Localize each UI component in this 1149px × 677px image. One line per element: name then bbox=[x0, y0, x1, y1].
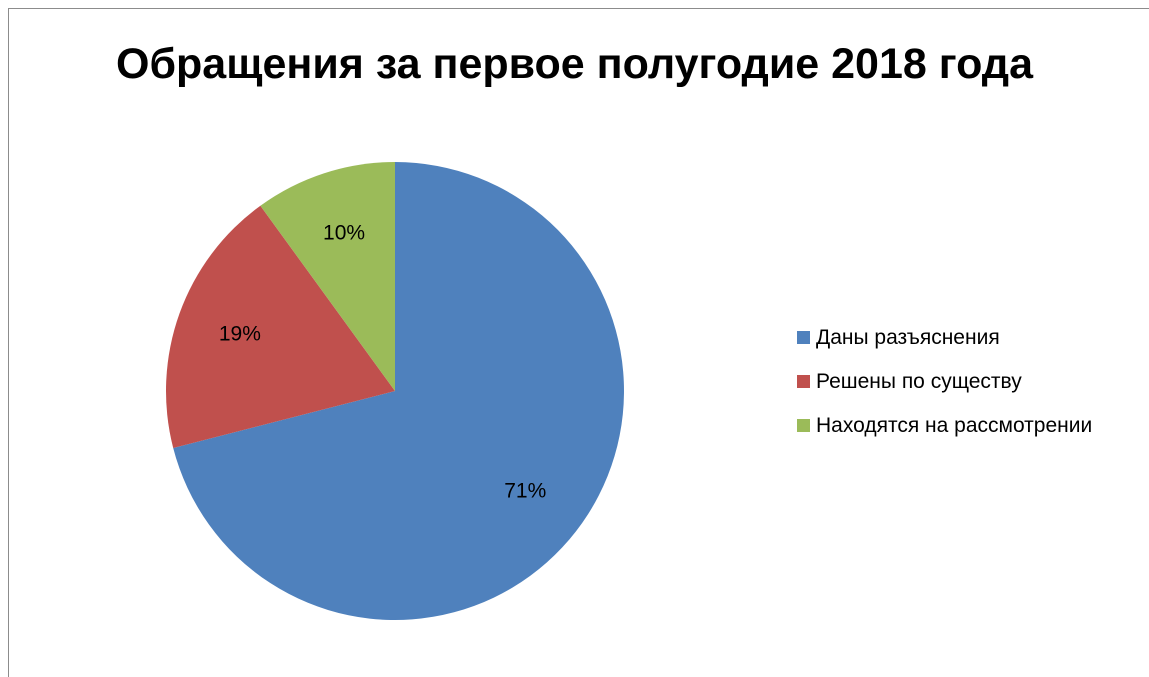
legend-label-explanations: Даны разъяснения bbox=[816, 325, 1000, 349]
legend-item-resolved: Решены по существу bbox=[797, 370, 1092, 393]
pie-slice-explanations bbox=[173, 162, 624, 620]
legend-item-under-review: Находятся на рассмотрении bbox=[797, 414, 1092, 437]
legend-item-explanations: Даны разъяснения bbox=[797, 326, 1092, 349]
data-label-explanations: 71% bbox=[504, 480, 546, 503]
data-label-under-review: 10% bbox=[323, 222, 365, 245]
legend-label-resolved: Решены по существу bbox=[816, 369, 1022, 393]
pie-slice-resolved bbox=[166, 205, 395, 448]
legend-swatch-under-review bbox=[797, 419, 810, 432]
pie-slice-under-review bbox=[260, 162, 395, 391]
data-label-resolved: 19% bbox=[219, 323, 261, 346]
legend-label-under-review: Находятся на рассмотрении bbox=[816, 413, 1093, 437]
legend-swatch-resolved bbox=[797, 375, 810, 388]
legend: Даны разъяснения Решены по существу Нахо… bbox=[797, 326, 1092, 458]
chart-title: Обращения за первое полугодие 2018 года bbox=[116, 40, 1033, 88]
legend-swatch-explanations bbox=[797, 331, 810, 344]
